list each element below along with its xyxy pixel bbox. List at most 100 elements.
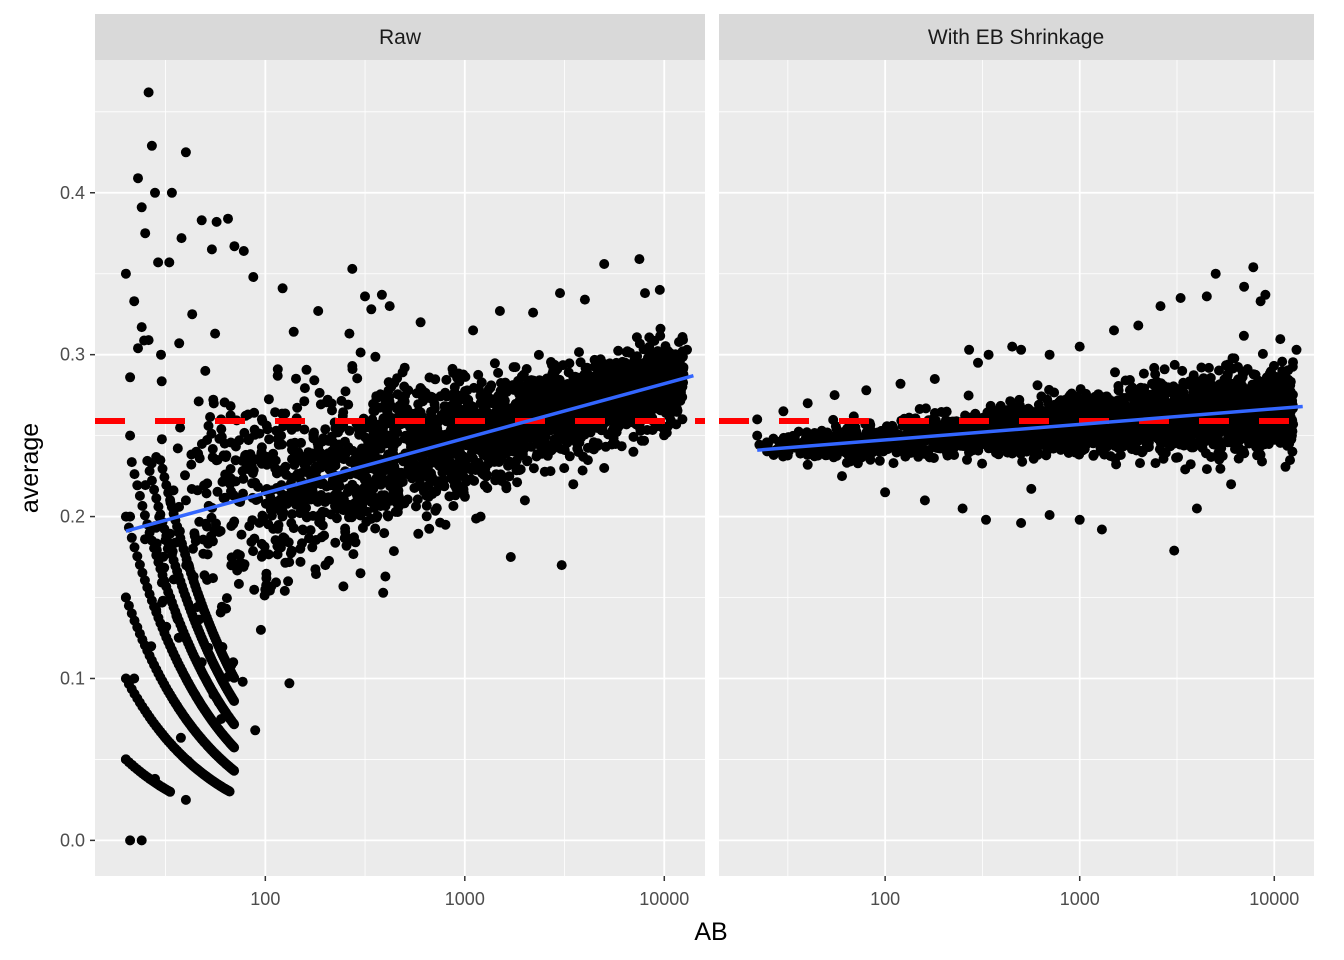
data-point (221, 450, 232, 461)
data-point (353, 497, 363, 508)
data-point (634, 254, 645, 265)
data-point (977, 458, 988, 469)
data-point (229, 719, 240, 730)
data-point (1110, 453, 1121, 464)
data-point (793, 426, 804, 437)
data-point (358, 454, 369, 465)
data-point (129, 469, 140, 480)
data-point (417, 481, 428, 492)
data-point (239, 427, 250, 438)
data-point (129, 296, 140, 307)
data-point (297, 524, 308, 535)
data-point (476, 409, 487, 420)
data-point (599, 259, 610, 269)
data-point (551, 437, 562, 448)
data-point (564, 358, 575, 369)
data-point (1041, 450, 1052, 461)
strip-label: Raw (379, 26, 422, 49)
data-point (232, 565, 243, 576)
data-point (146, 140, 157, 151)
data-point (430, 374, 441, 385)
data-point (371, 512, 382, 523)
data-point (379, 490, 390, 501)
data-point (754, 439, 765, 450)
data-point (212, 486, 223, 497)
data-point (164, 257, 175, 268)
data-point (495, 469, 506, 480)
data-point (225, 464, 236, 474)
data-point (310, 564, 321, 575)
data-point (156, 376, 167, 387)
data-point (151, 493, 162, 504)
data-point (301, 467, 312, 477)
data-point (155, 509, 166, 520)
data-point (590, 390, 601, 401)
data-point (146, 475, 157, 486)
data-point (340, 523, 351, 534)
data-point (307, 448, 318, 459)
data-point (626, 406, 637, 417)
data-point (306, 489, 317, 500)
data-point (193, 396, 204, 407)
panel-background (719, 60, 1314, 876)
data-point (294, 508, 305, 519)
data-point (531, 451, 542, 462)
data-point (180, 495, 191, 506)
data-point (508, 446, 519, 457)
data-point (155, 455, 166, 466)
data-point (150, 773, 160, 784)
data-point (963, 390, 974, 401)
data-point (299, 383, 310, 394)
data-point (186, 459, 197, 470)
data-point (489, 358, 500, 369)
data-point (468, 382, 479, 393)
strip-label: With EB Shrinkage (928, 26, 1104, 49)
data-point (126, 457, 137, 468)
data-point (283, 576, 294, 587)
data-point (271, 577, 281, 588)
data-point (1075, 384, 1086, 395)
data-point (542, 424, 553, 435)
data-point (493, 367, 504, 378)
data-point (120, 268, 131, 279)
data-point (874, 455, 885, 466)
data-point (288, 472, 299, 483)
data-point (356, 428, 367, 439)
data-point (385, 418, 396, 429)
data-point (331, 482, 341, 493)
data-point (339, 446, 350, 457)
data-point (643, 377, 654, 388)
data-point (505, 552, 516, 562)
data-point (250, 477, 261, 488)
data-point (261, 568, 272, 579)
data-point (476, 377, 487, 388)
data-point (473, 369, 484, 380)
data-point (468, 325, 479, 336)
data-point (659, 398, 670, 409)
data-point (327, 405, 337, 416)
strip-background (95, 14, 705, 60)
data-point (428, 414, 439, 425)
data-point (350, 537, 361, 548)
data-point (187, 309, 198, 320)
data-point (377, 466, 388, 477)
data-point (508, 362, 519, 373)
data-point (146, 535, 157, 546)
data-point (228, 490, 239, 501)
data-point (156, 349, 166, 360)
data-point (556, 560, 567, 571)
data-point (575, 379, 586, 390)
data-point (314, 387, 325, 398)
data-point (574, 347, 584, 358)
data-point (344, 328, 355, 339)
data-point (431, 422, 442, 433)
gridlines (719, 60, 1314, 876)
data-point (384, 301, 395, 312)
data-point (402, 494, 413, 505)
data-point (287, 509, 298, 520)
data-point (580, 427, 591, 438)
data-point (314, 517, 325, 528)
data-point (228, 657, 239, 668)
data-point (539, 466, 550, 477)
data-point (203, 420, 214, 431)
